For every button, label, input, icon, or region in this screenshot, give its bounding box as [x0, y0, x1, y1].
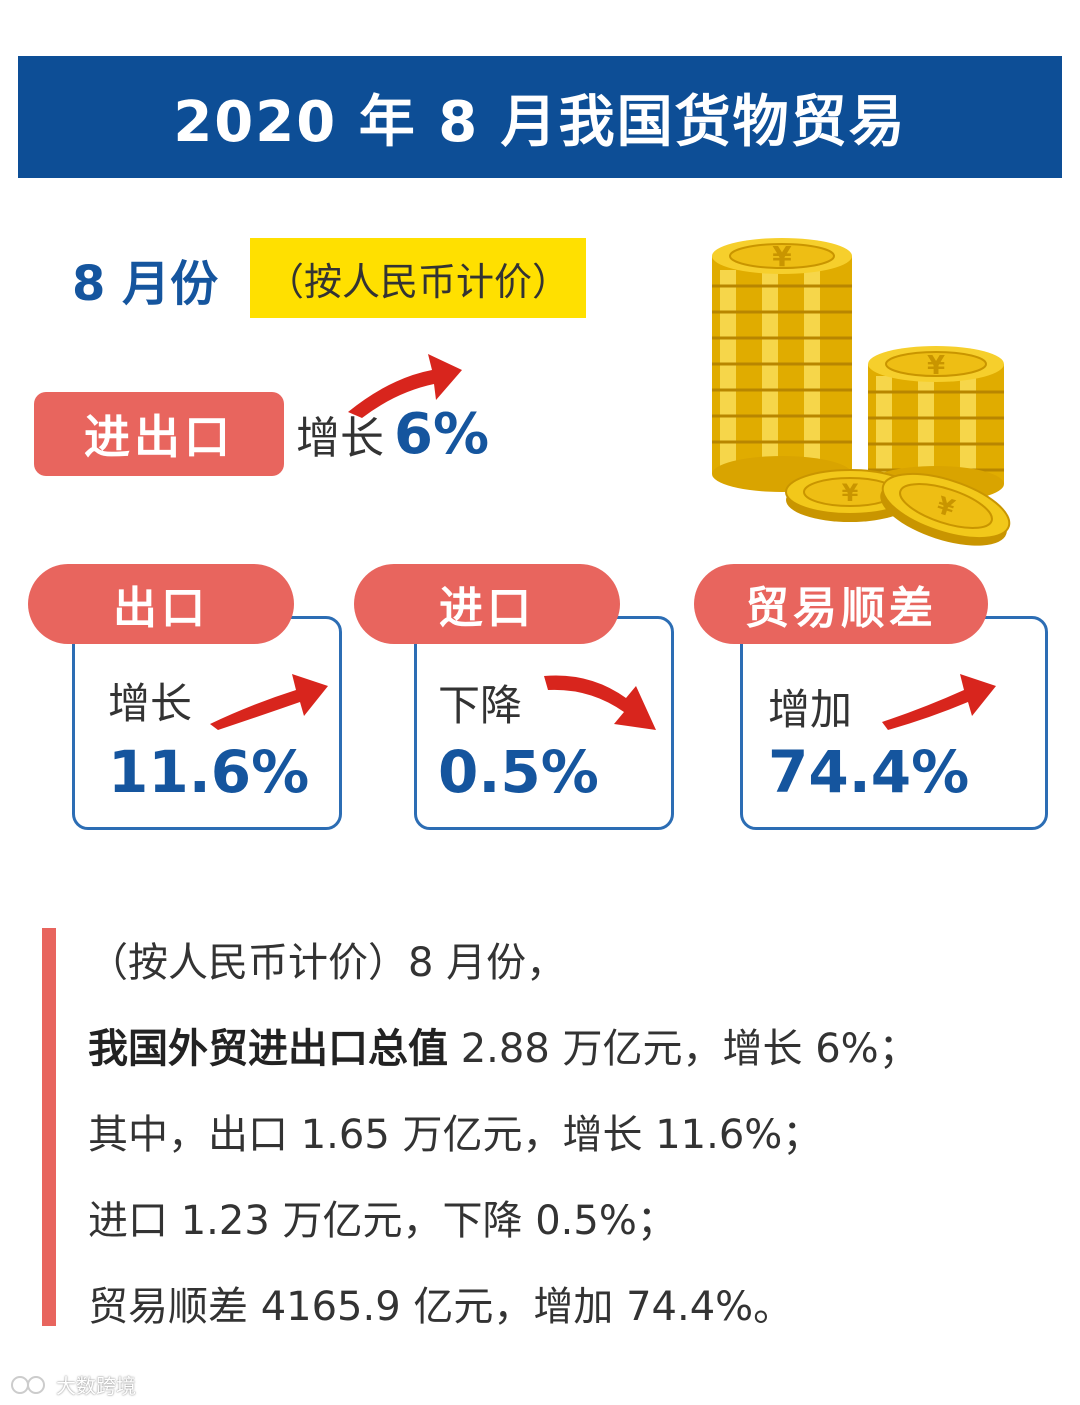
watermark: 大数跨境 — [10, 1370, 136, 1399]
accent-bar — [42, 928, 56, 1326]
summary-line-2: 我国外贸进出口总值 2.88 万亿元，增长 6%； — [88, 1016, 919, 1074]
svg-text:¥: ¥ — [927, 351, 945, 381]
svg-text:¥: ¥ — [842, 479, 859, 507]
export-card — [72, 616, 342, 830]
svg-text:¥: ¥ — [772, 240, 792, 273]
title-banner: 2020 年 8 月我国货物贸易 — [18, 56, 1062, 178]
up-arrow-icon — [882, 674, 996, 730]
summary-line-2-rest: 2.88 万亿元，增长 6%； — [448, 1026, 919, 1072]
yuan-coin-icon: ¥ ¥ ¥ ¥ — [712, 238, 1011, 546]
export-change-value: 11.6% — [108, 738, 310, 806]
surplus-tab: 贸易顺差 — [694, 564, 988, 644]
summary-line-2-bold: 我国外贸进出口总值 — [88, 1026, 448, 1072]
trade-total-label: 进出口 — [84, 410, 234, 464]
trade-total-change-label: 增长 — [296, 413, 384, 464]
trade-total-growth: 增长 6% — [296, 402, 489, 467]
import-tab-label: 进口 — [439, 583, 535, 634]
summary-line-3: 其中，出口 1.65 万亿元，增长 11.6%； — [88, 1112, 823, 1158]
up-arrow-icon — [348, 354, 462, 418]
surplus-tab-label: 贸易顺差 — [745, 583, 937, 634]
import-tab: 进口 — [354, 564, 620, 644]
page-title: 2020 年 8 月我国货物贸易 — [173, 89, 907, 155]
import-change-value: 0.5% — [438, 738, 599, 806]
watermark-logo-icon — [11, 1375, 45, 1394]
surplus-card — [740, 616, 1048, 830]
export-change-label: 增长 — [108, 679, 193, 728]
summary-line-4: 进口 1.23 万亿元，下降 0.5%； — [88, 1198, 677, 1244]
summary-line-5: 贸易顺差 4165.9 亿元，增加 74.4%。 — [88, 1284, 794, 1330]
month-label: 8 月份 — [72, 256, 219, 312]
currency-note-text: （按人民币计价） — [265, 259, 570, 304]
up-arrow-icon — [210, 674, 328, 730]
currency-note: （按人民币计价） — [250, 238, 586, 318]
export-tab: 出口 — [28, 564, 294, 644]
export-tab-label: 出口 — [113, 583, 209, 634]
watermark-text: 大数跨境 — [56, 1374, 136, 1398]
down-arrow-icon — [544, 675, 656, 730]
import-change-label: 下降 — [438, 681, 523, 730]
trade-total-change-value: 6% — [394, 402, 490, 467]
trade-total-badge: 进出口 — [34, 392, 284, 476]
surplus-change-value: 74.4% — [768, 738, 970, 806]
surplus-change-label: 增加 — [768, 685, 853, 734]
summary-line-1: （按人民币计价）8 月份， — [88, 940, 567, 986]
